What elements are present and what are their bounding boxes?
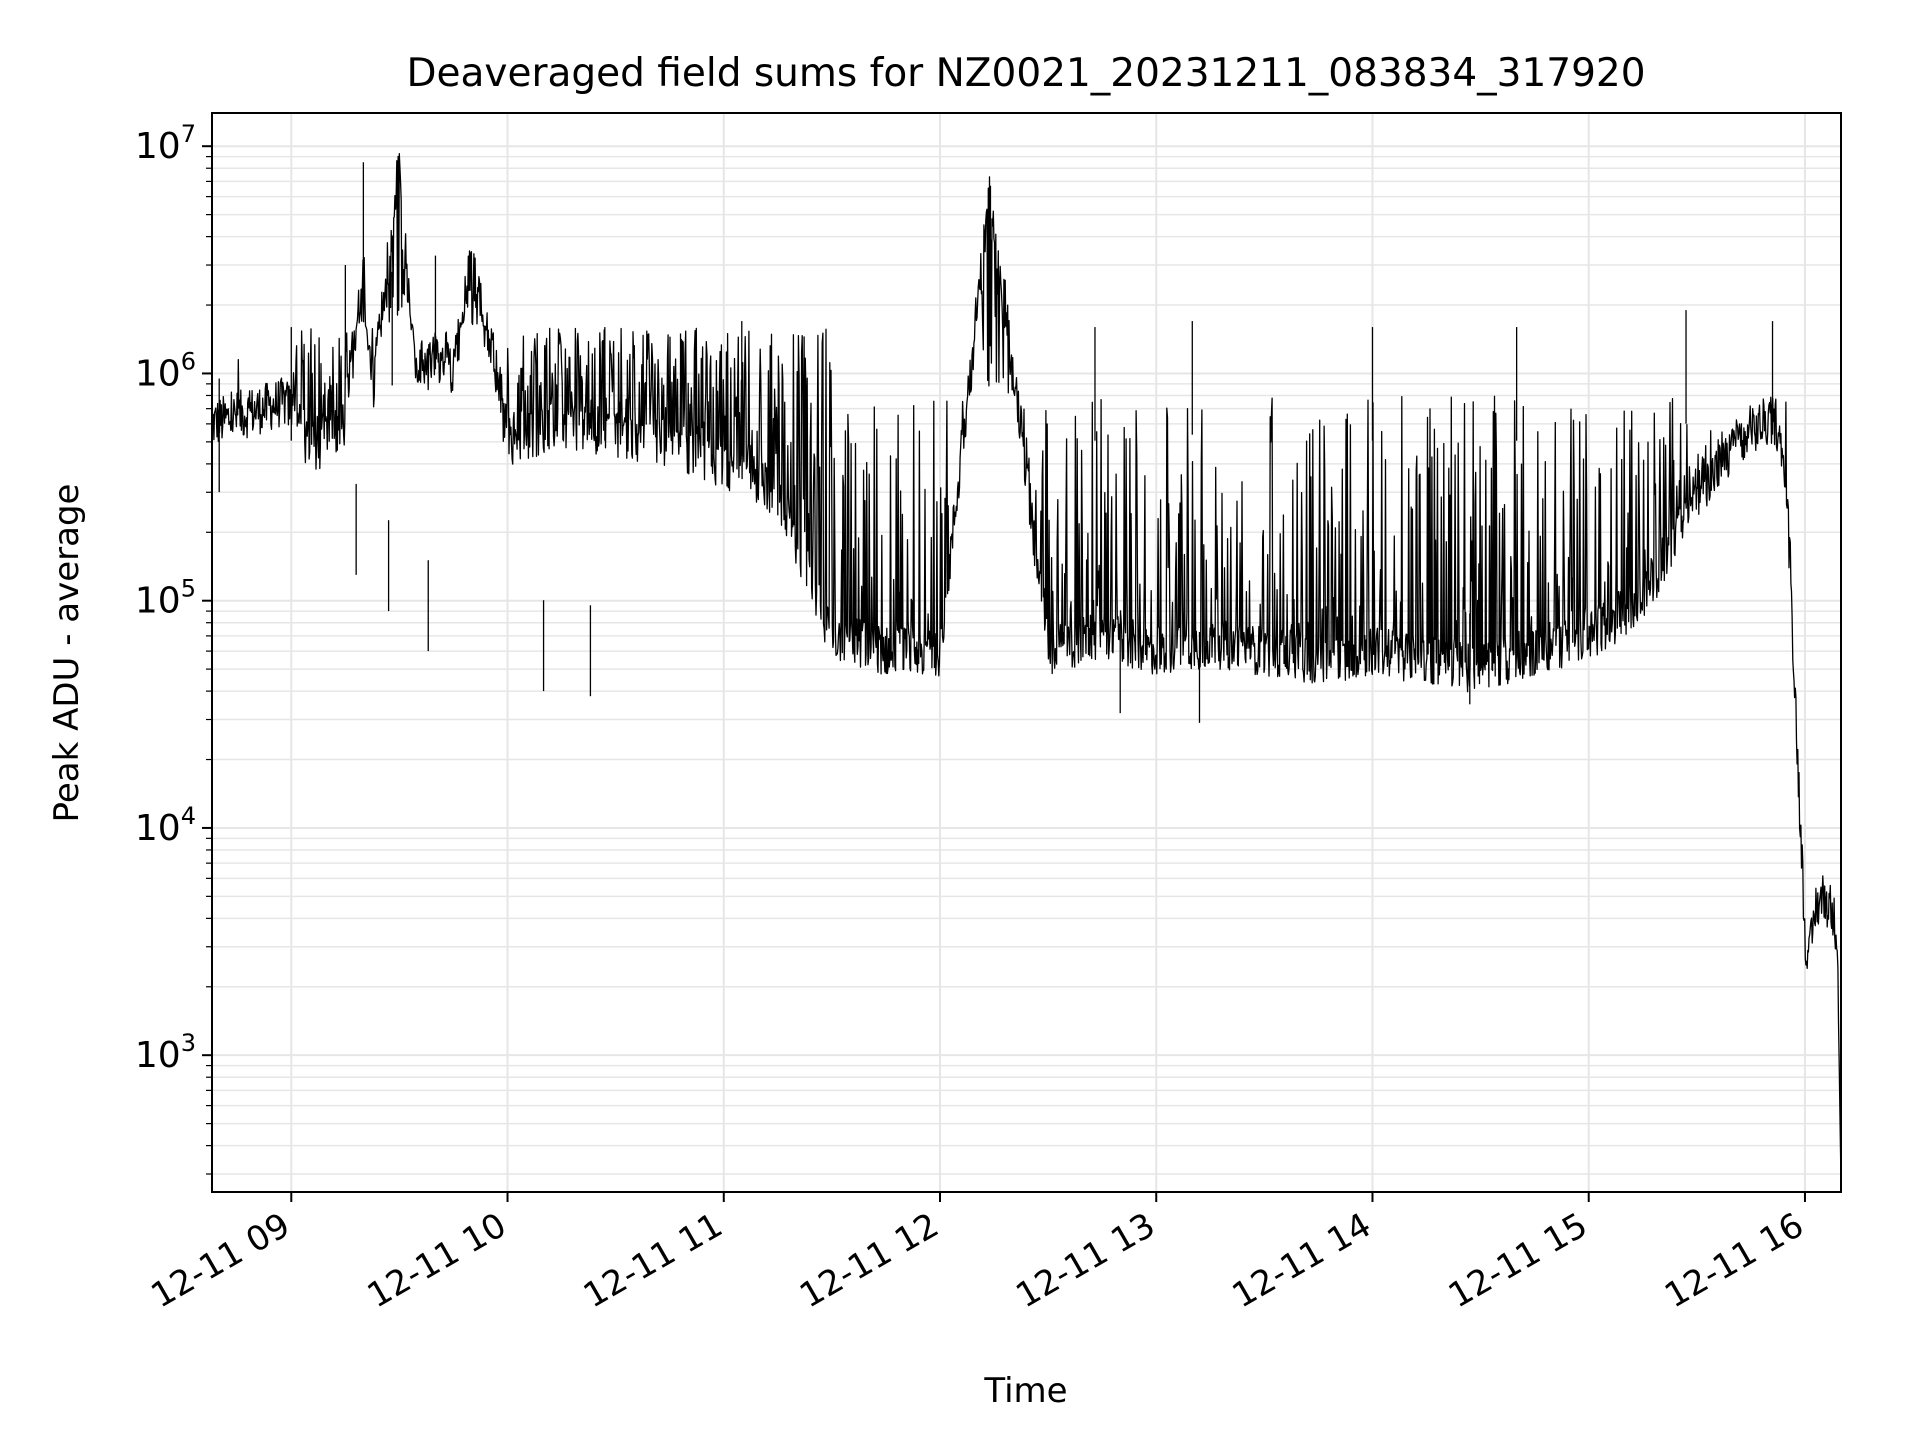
y-tick-label: 103 [135,1029,196,1076]
y-axis-label: Peak ADU - average [47,484,87,823]
y-axis: 103 104 105 106 107 [135,120,212,1175]
x-axis: 12-11 09 12-11 10 12-11 11 12-11 12 12-11 13… [144,1192,1811,1316]
plot-area-frame [211,112,1842,1193]
x-axis-label: Time [983,1371,1067,1411]
y-tick-label: 105 [135,575,196,622]
x-tick-label: 12-11 15 [1442,1205,1594,1316]
y-tick-label: 104 [135,802,196,849]
x-tick-label: 12-11 10 [361,1205,513,1316]
x-tick-label: 12-11 14 [1226,1205,1378,1316]
y-tick-label: 106 [135,347,196,394]
x-tick-label: 12-11 09 [144,1205,296,1316]
x-tick-label: 12-11 11 [577,1205,729,1316]
x-tick-label: 12-11 16 [1658,1205,1810,1316]
x-tick-label: 12-11 13 [1009,1205,1161,1316]
chart-title: Deaveraged field sums for NZ0021_2023121… [406,51,1645,96]
series-line [211,153,1842,1181]
y-tick-label: 107 [135,120,196,167]
x-tick-label: 12-11 12 [793,1205,945,1316]
chart-series [211,153,1842,1181]
